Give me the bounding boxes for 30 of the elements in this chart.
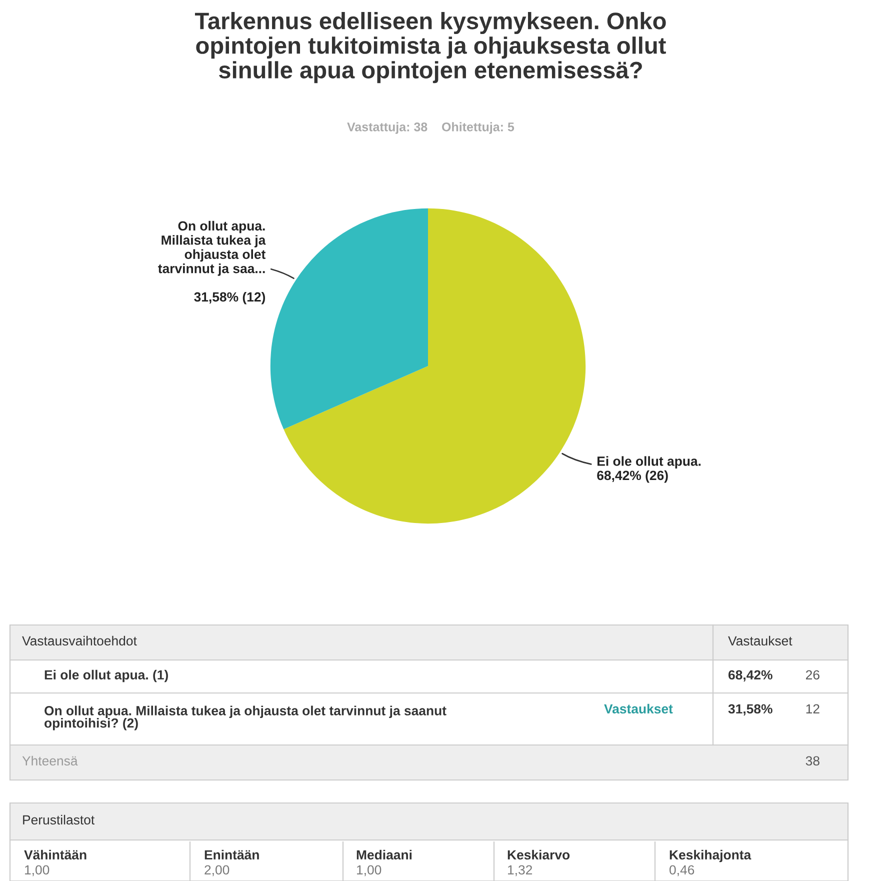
text: 38: [806, 756, 820, 766]
text: Yhteensä: [22, 756, 78, 766]
text: Enintään: [204, 850, 259, 860]
slice-label: On ollut apua. Millaista tukea ja ohjausta olet tarvinnut ja saa...: [158, 220, 266, 276]
text: Mediaani: [356, 850, 412, 860]
text: Ei ole ollut apua. (1): [44, 670, 168, 682]
text: 0,46: [670, 865, 694, 876]
text: 68,42%: [728, 670, 772, 682]
text: Vastaukset: [604, 704, 673, 714]
text: On ollut apua. Millaista tukea ja ohjausta olet tarvinnut ja saanut opintoihisi? (2): [44, 706, 446, 730]
pie-slice: [284, 208, 586, 524]
text: 31,58%: [728, 704, 772, 716]
text: 26: [806, 670, 820, 680]
text: Vähintään: [24, 850, 86, 860]
text: 2,00: [204, 865, 230, 876]
text: Vastaukset: [728, 636, 792, 646]
chart-title: Tarkennus edelliseen kysymykseen. Onko opintojen tukitoimista ja ohjauksesta ollut sinulle apua opintojen etenemisessä?: [194, 12, 666, 84]
text: Vastausvaihtoehdot: [22, 636, 137, 646]
text: 1,00: [357, 865, 382, 876]
data-label: 68,42% (26): [597, 470, 668, 483]
text: 1,32: [508, 865, 532, 876]
text: 1,00: [25, 865, 50, 876]
chart-subtitle: Vastattuja: 38 Ohitettuja: 5: [347, 122, 514, 134]
data-label: 31,58% (12): [194, 292, 266, 304]
slice-label: Ei ole ollut apua.: [598, 456, 701, 468]
text: Keskihajonta: [670, 850, 752, 862]
text: Keskiarvo: [508, 850, 570, 860]
pie-slice: [270, 208, 428, 430]
text: Perustilastot: [23, 814, 95, 825]
text: 12: [806, 704, 820, 714]
